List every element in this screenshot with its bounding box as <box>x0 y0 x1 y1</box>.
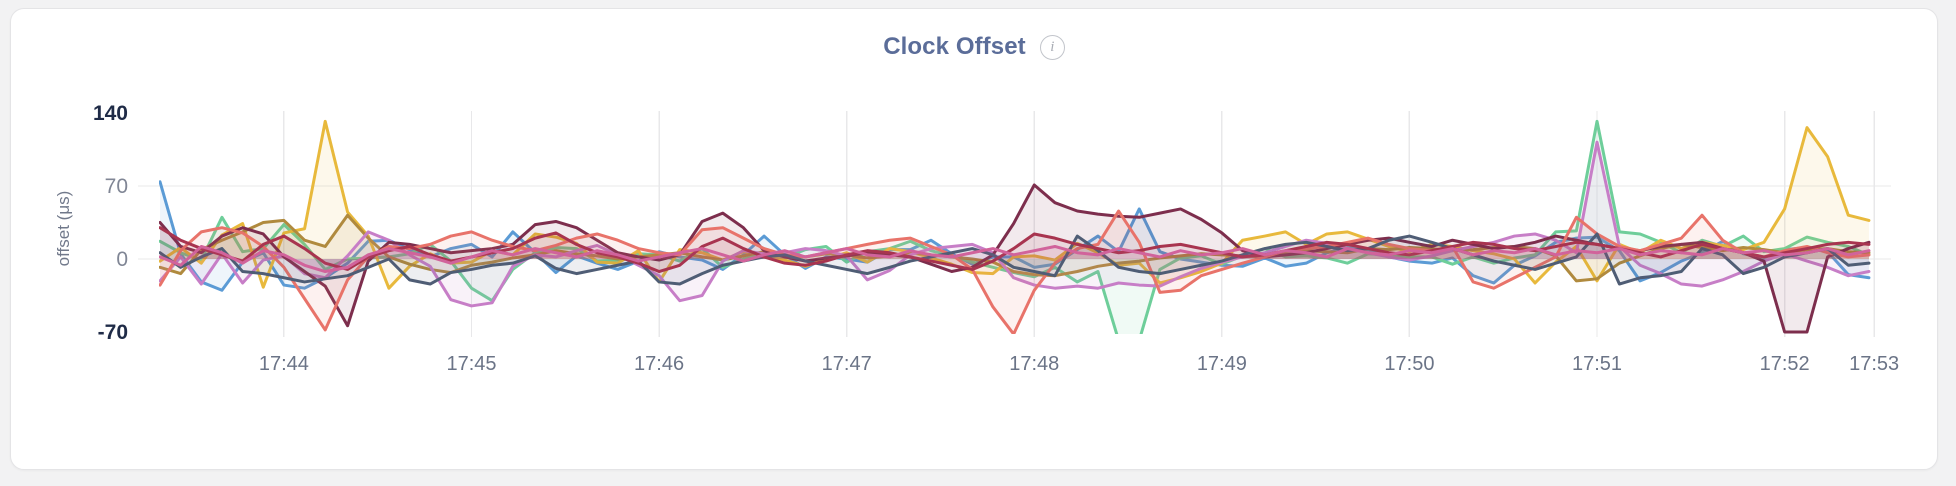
y-axis-title: offset (μs) <box>54 191 73 267</box>
chart-plot-area: -70 0 70 140 17:44 17:45 17:46 17:47 17:48 17:49 1… <box>11 9 1939 471</box>
series-area-node-07 <box>160 211 1869 334</box>
series-group <box>159 119 1871 334</box>
page-title: Clock Offset <box>883 33 1026 60</box>
y-axis-labels: -70 0 70 140 <box>93 102 128 344</box>
x-tick-label: 17:51 <box>1572 353 1622 375</box>
series-line-node-08 <box>159 232 1871 286</box>
y-tick-label: 140 <box>93 102 128 125</box>
series-area-node-10 <box>160 246 1869 272</box>
x-tick-label: 17:52 <box>1760 353 1810 375</box>
x-gridlines <box>283 111 1875 337</box>
info-circle-icon[interactable]: i <box>1039 34 1065 60</box>
x-tick-label: 17:48 <box>1009 353 1059 375</box>
series-line-node-05 <box>159 140 1871 308</box>
x-tick-label: 17:44 <box>259 353 309 375</box>
series-area-node-05 <box>160 142 1869 306</box>
x-tick-label: 17:46 <box>634 353 684 375</box>
card-header: Clock Offset i <box>11 31 1937 63</box>
y-tick-label: 0 <box>116 248 128 271</box>
x-axis-labels: 17:44 17:45 17:46 17:47 17:48 17:49 17:50 17:51… <box>259 353 1899 375</box>
clock-offset-card: -70 0 70 140 17:44 17:45 17:46 17:47 17:48 17:49 1… <box>10 8 1938 470</box>
series-line-node-04 <box>159 213 1871 283</box>
y-tick-label: 70 <box>105 175 128 198</box>
x-tick-label: 17:53 <box>1849 353 1899 375</box>
x-tick-label: 17:50 <box>1384 353 1434 375</box>
x-tick-label: 17:47 <box>822 353 872 375</box>
x-tick-label: 17:45 <box>446 353 496 375</box>
series-line-node-07 <box>159 209 1871 334</box>
x-tick-label: 17:49 <box>1197 353 1247 375</box>
series-line-node-10 <box>159 244 1871 274</box>
y-tick-label: -70 <box>98 321 128 344</box>
series-area-node-06 <box>160 184 1869 332</box>
series-line-node-09 <box>159 226 1871 274</box>
